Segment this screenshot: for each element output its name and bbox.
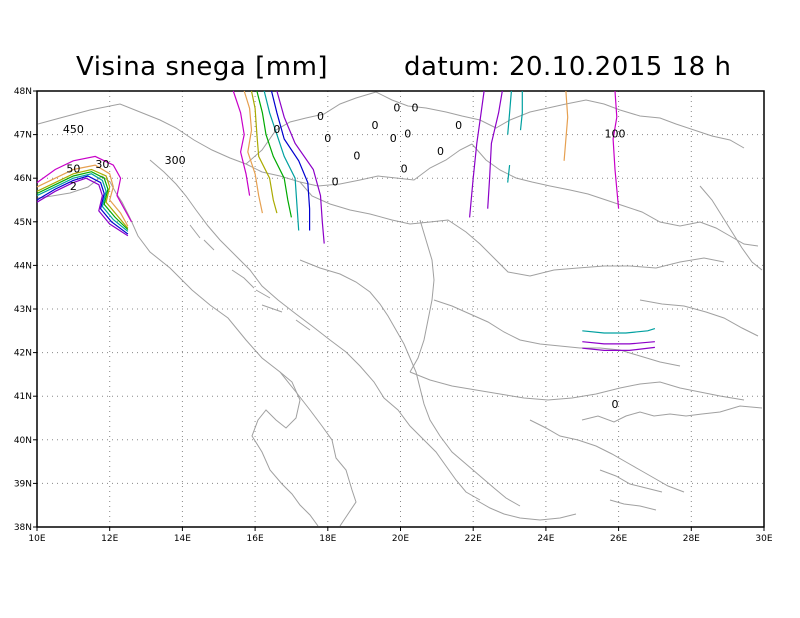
contour-line (36, 173, 129, 232)
contour-label: 0 (455, 119, 462, 132)
x-tick-label: 14E (174, 534, 191, 544)
x-tick-label: 30E (755, 534, 772, 544)
y-tick-label: 39N (14, 479, 32, 489)
contour-line (469, 90, 485, 218)
x-tick-label: 18E (319, 534, 336, 544)
contour-line (507, 90, 512, 135)
contour-line (36, 164, 129, 227)
contour-line (243, 90, 263, 214)
y-axis-ticks: 48N 47N 46N 45N 44N 43N 42N 41N 40N 39N 38N (14, 87, 37, 533)
contour-label: 0 (390, 132, 397, 145)
contour-line (612, 90, 620, 209)
y-tick-label: 46N (14, 174, 32, 184)
contour-line (507, 165, 511, 183)
y-tick-label: 48N (14, 87, 32, 97)
contour-label: 0 (437, 145, 444, 158)
contour-label: 0 (317, 110, 324, 123)
contour-label: 0 (273, 123, 280, 136)
y-tick-label: 42N (14, 349, 32, 359)
contour-line (582, 341, 655, 345)
contour-line (250, 90, 278, 214)
y-tick-label: 44N (14, 261, 32, 271)
x-tick-label: 24E (537, 534, 554, 544)
contour-label: 0 (372, 119, 379, 132)
lat-lon-grid (37, 91, 764, 527)
contour-label: 0 (332, 176, 339, 189)
contour-line (270, 90, 311, 231)
contour-label: 50 (66, 162, 80, 175)
contour-label: 0 (393, 101, 400, 114)
contour-line (582, 328, 656, 334)
x-tick-label: 16E (247, 534, 264, 544)
contour-label: 30 (95, 158, 109, 171)
contour-label: 2 (70, 180, 77, 193)
x-tick-label: 28E (683, 534, 700, 544)
contour-label: 0 (412, 101, 419, 114)
map-date: datum: 20.10.2015 18 h (404, 52, 732, 82)
contour-line (232, 90, 251, 196)
contour-line (36, 171, 129, 231)
contour-line (36, 155, 133, 223)
x-axis-ticks: 10E 12E 14E 16E 18E 20E 22E 24E 26E 28E 30E (28, 527, 773, 544)
contour-label: 100 (604, 128, 625, 141)
x-tick-label: 26E (610, 534, 627, 544)
contour-line (276, 90, 325, 244)
contour-label: 450 (63, 123, 84, 136)
y-tick-label: 41N (14, 392, 32, 402)
y-tick-label: 47N (14, 131, 32, 141)
contour-label: 0 (611, 398, 618, 411)
y-tick-label: 40N (14, 436, 32, 446)
x-tick-label: 12E (101, 534, 118, 544)
x-tick-label: 22E (465, 534, 482, 544)
contour-label: 300 (165, 154, 186, 167)
x-tick-label: 10E (28, 534, 45, 544)
y-tick-label: 45N (14, 218, 32, 228)
contour-line (36, 175, 129, 235)
contour-line (36, 168, 129, 229)
map-title: Visina snega [mm] (76, 52, 329, 82)
contour-label: 0 (353, 149, 360, 162)
contour-line (487, 90, 503, 209)
contour-line (519, 91, 523, 131)
contour-label: 0 (401, 162, 408, 175)
contour-line (256, 90, 292, 218)
y-tick-label: 43N (14, 305, 32, 315)
contour-label: 0 (324, 132, 331, 145)
contour-line (263, 90, 300, 231)
y-tick-label: 38N (14, 523, 32, 533)
x-tick-label: 20E (392, 534, 409, 544)
contour-line (563, 90, 569, 161)
coastlines (37, 91, 763, 527)
contour-label: 0 (404, 128, 411, 141)
contour-line (582, 346, 655, 351)
contour-line (36, 177, 129, 237)
snow-contours (36, 90, 656, 351)
